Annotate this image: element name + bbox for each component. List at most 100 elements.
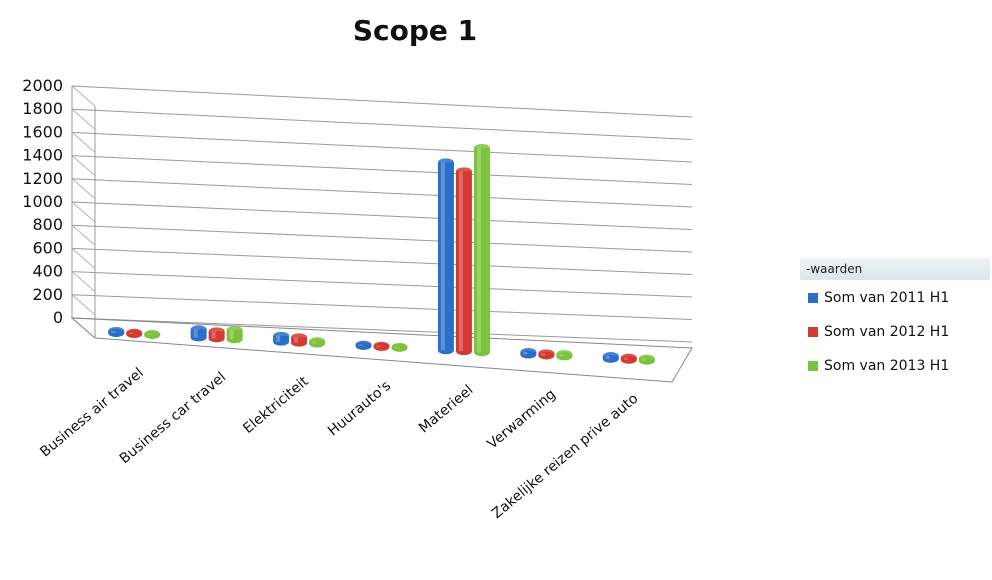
legend-item: Som van 2013 H1: [808, 358, 990, 374]
bar-highlight: [605, 356, 610, 359]
legend-item: Som van 2011 H1: [808, 290, 990, 306]
bar-highlight: [276, 335, 281, 342]
bar-base: [208, 334, 225, 343]
bar-highlight: [111, 331, 116, 334]
side-gridline: [71, 108, 96, 130]
bar-highlight: [523, 351, 528, 355]
y-tick-label: 1000: [22, 192, 63, 211]
legend-swatch: [808, 327, 818, 337]
bar-top: [144, 330, 161, 339]
bar-top: [208, 327, 225, 336]
y-tick-label: 0: [53, 308, 63, 327]
bar-highlight: [458, 171, 463, 352]
bar-top: [291, 333, 308, 342]
gridline: [71, 85, 693, 118]
floor: [70, 317, 693, 383]
bar-base: [190, 333, 207, 342]
bar-highlight: [294, 337, 299, 343]
bar-top: [126, 328, 143, 337]
gridline: [71, 155, 693, 185]
x-tick-label: Elektriciteit: [240, 373, 312, 437]
bar-highlight: [147, 334, 152, 335]
y-tick-label: 1400: [22, 146, 63, 165]
y-tick-label: 800: [32, 215, 63, 234]
legend-title: -waarden: [800, 258, 990, 280]
legend: -waarden Som van 2011 H1 Som van 2012 H1 S…: [800, 258, 990, 392]
legend-item: Som van 2012 H1: [808, 324, 990, 340]
bar-top: [273, 331, 290, 340]
bar-top: [309, 337, 326, 346]
gridline: [71, 317, 693, 343]
bar-highlight: [229, 329, 234, 340]
side-gridline: [71, 248, 96, 269]
gridline: [71, 271, 693, 298]
bar-highlight: [440, 162, 445, 351]
bar-highlight: [394, 346, 399, 348]
bar-top: [473, 143, 490, 152]
gridline: [71, 247, 693, 275]
side-gridline: [71, 132, 96, 153]
bar-top: [538, 349, 555, 358]
bar-base: [226, 335, 243, 344]
side-gridline: [71, 271, 96, 292]
x-tick-label: Materieel: [416, 382, 476, 436]
y-tick-label: 1800: [22, 99, 63, 118]
bar: [455, 171, 472, 352]
y-tick-label: 2000: [22, 76, 63, 95]
legend-label: Som van 2012 H1: [824, 324, 950, 340]
bar-highlight: [641, 358, 646, 361]
bar-base: [473, 348, 490, 357]
bar: [473, 147, 490, 353]
side-gridline: [71, 85, 96, 107]
bar-highlight: [623, 357, 628, 360]
bar-highlight: [376, 345, 381, 347]
bar: [190, 329, 207, 338]
legend-swatch: [808, 361, 818, 371]
bar-top: [190, 325, 207, 334]
gridline: [71, 294, 693, 320]
side-gridline: [71, 201, 96, 223]
bar-top: [556, 350, 573, 359]
legend-label: Som van 2013 H1: [824, 358, 950, 374]
legend-label: Som van 2011 H1: [824, 290, 950, 306]
legend-swatch: [808, 293, 818, 303]
side-gridline: [71, 224, 96, 246]
bar-top: [455, 167, 472, 176]
bar-top: [602, 352, 619, 361]
gridline: [71, 108, 693, 140]
x-tick-label: Zakelijke reizen prive auto: [489, 391, 641, 522]
side-gridline: [71, 294, 96, 316]
bar-top: [520, 347, 537, 356]
y-tick-label: 400: [32, 262, 63, 281]
y-tick-label: 1200: [22, 169, 63, 188]
gridline: [71, 201, 693, 230]
bar-base: [455, 347, 472, 356]
bar-highlight: [476, 147, 481, 353]
bar: [437, 162, 454, 351]
side-gridline: [71, 155, 96, 176]
chart-title: Scope 1: [352, 14, 478, 47]
gridline: [71, 178, 693, 208]
bar-highlight: [358, 344, 363, 346]
bar-highlight: [129, 332, 134, 335]
bar-base: [273, 337, 290, 346]
bar-top: [437, 158, 454, 167]
y-tick-label: 600: [32, 238, 63, 257]
bar: [226, 329, 243, 340]
gridline: [71, 131, 693, 163]
bar-top: [391, 342, 408, 351]
bar-highlight: [559, 354, 564, 357]
bar-highlight: [312, 341, 317, 344]
x-tick-label: Verwarming: [485, 386, 559, 452]
bar-top: [638, 354, 655, 363]
bar-highlight: [211, 331, 216, 339]
gridline: [71, 224, 693, 253]
bar-top: [226, 325, 243, 334]
bar-top: [355, 340, 372, 349]
bar-top: [620, 353, 637, 362]
bar-top: [108, 327, 125, 336]
bar-top: [373, 341, 390, 350]
side-gridline: [71, 178, 96, 200]
